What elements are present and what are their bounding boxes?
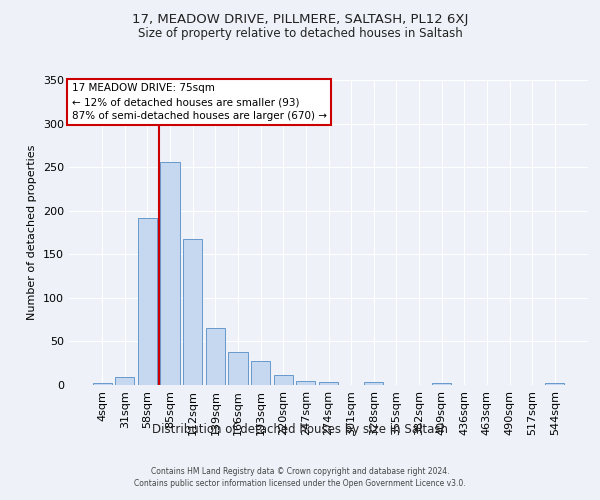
Bar (138, 218, 157, 385)
Bar (160, 162, 180, 385)
Text: 17 MEADOW DRIVE: 75sqm
← 12% of detached houses are smaller (93)
87% of semi-det: 17 MEADOW DRIVE: 75sqm ← 12% of detached… (71, 83, 326, 121)
Text: 17, MEADOW DRIVE, PILLMERE, SALTASH, PL12 6XJ: 17, MEADOW DRIVE, PILLMERE, SALTASH, PL1… (132, 12, 468, 26)
Bar (92, 384, 112, 385)
Bar (115, 377, 134, 385)
Bar (296, 380, 316, 385)
Bar (206, 328, 225, 385)
Bar (251, 360, 270, 385)
Text: Size of property relative to detached houses in Saltash: Size of property relative to detached ho… (137, 28, 463, 40)
Text: Contains HM Land Registry data © Crown copyright and database right 2024.
Contai: Contains HM Land Registry data © Crown c… (134, 466, 466, 487)
Bar (432, 384, 451, 385)
Bar (364, 382, 383, 385)
Bar (319, 382, 338, 385)
Bar (274, 376, 293, 385)
Bar (183, 238, 202, 385)
Bar (545, 384, 565, 385)
Y-axis label: Number of detached properties: Number of detached properties (28, 145, 37, 320)
Text: Distribution of detached houses by size in Saltash: Distribution of detached houses by size … (152, 422, 448, 436)
Bar (229, 352, 248, 385)
